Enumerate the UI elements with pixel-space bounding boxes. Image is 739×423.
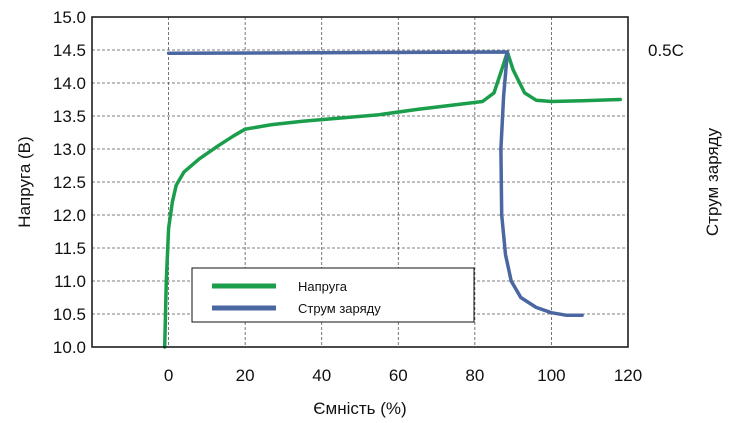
x-tick-label: 60 — [389, 366, 408, 385]
x-axis-label: Ємність (%) — [313, 399, 406, 418]
legend: Напруга Струм заряду — [191, 267, 475, 323]
x-tick-label: 100 — [537, 366, 565, 385]
x-tick-label: 0 — [164, 366, 173, 385]
legend-label-current: Струм заряду — [298, 301, 381, 316]
y-axis-label: Напруга (B) — [15, 136, 34, 227]
y-tick-label: 13.0 — [53, 140, 86, 159]
y-tick-label: 11.0 — [54, 272, 86, 291]
y-tick-label: 13.5 — [53, 107, 86, 126]
y-tick-label: 14.0 — [53, 74, 86, 93]
legend-label-voltage: Напруга — [298, 279, 348, 294]
x-tick-label: 20 — [236, 366, 255, 385]
y-tick-label: 14.5 — [53, 41, 86, 60]
y-tick-label: 10.0 — [53, 338, 86, 357]
y2-tick-labels: 0.5C — [648, 41, 684, 60]
legend-box — [191, 267, 475, 323]
y-tick-labels: 10.0 10.5 11.0 11.5 12.0 12.5 13.0 13.5 14.0 14.5… — [53, 8, 86, 357]
x-tick-label: 40 — [312, 366, 331, 385]
y2-tick-label: 0.5C — [648, 41, 684, 60]
y-tick-label: 11.5 — [54, 239, 86, 258]
series-lines — [162, 50, 623, 349]
y-tick-label: 12.5 — [53, 173, 86, 192]
x-tick-label: 80 — [465, 366, 484, 385]
plot-frame — [91, 16, 629, 348]
y-tick-label: 10.5 — [53, 305, 86, 324]
x-tick-label: 120 — [614, 366, 642, 385]
y-tick-label: 15.0 — [53, 8, 86, 27]
x-tick-labels: 0 20 40 60 80 100 120 — [164, 366, 642, 385]
y2-axis-label: Струм заряду — [703, 127, 722, 236]
series-line-voltage — [162, 50, 623, 349]
series-line-current — [166, 50, 584, 318]
y-tick-label: 12.0 — [53, 206, 86, 225]
